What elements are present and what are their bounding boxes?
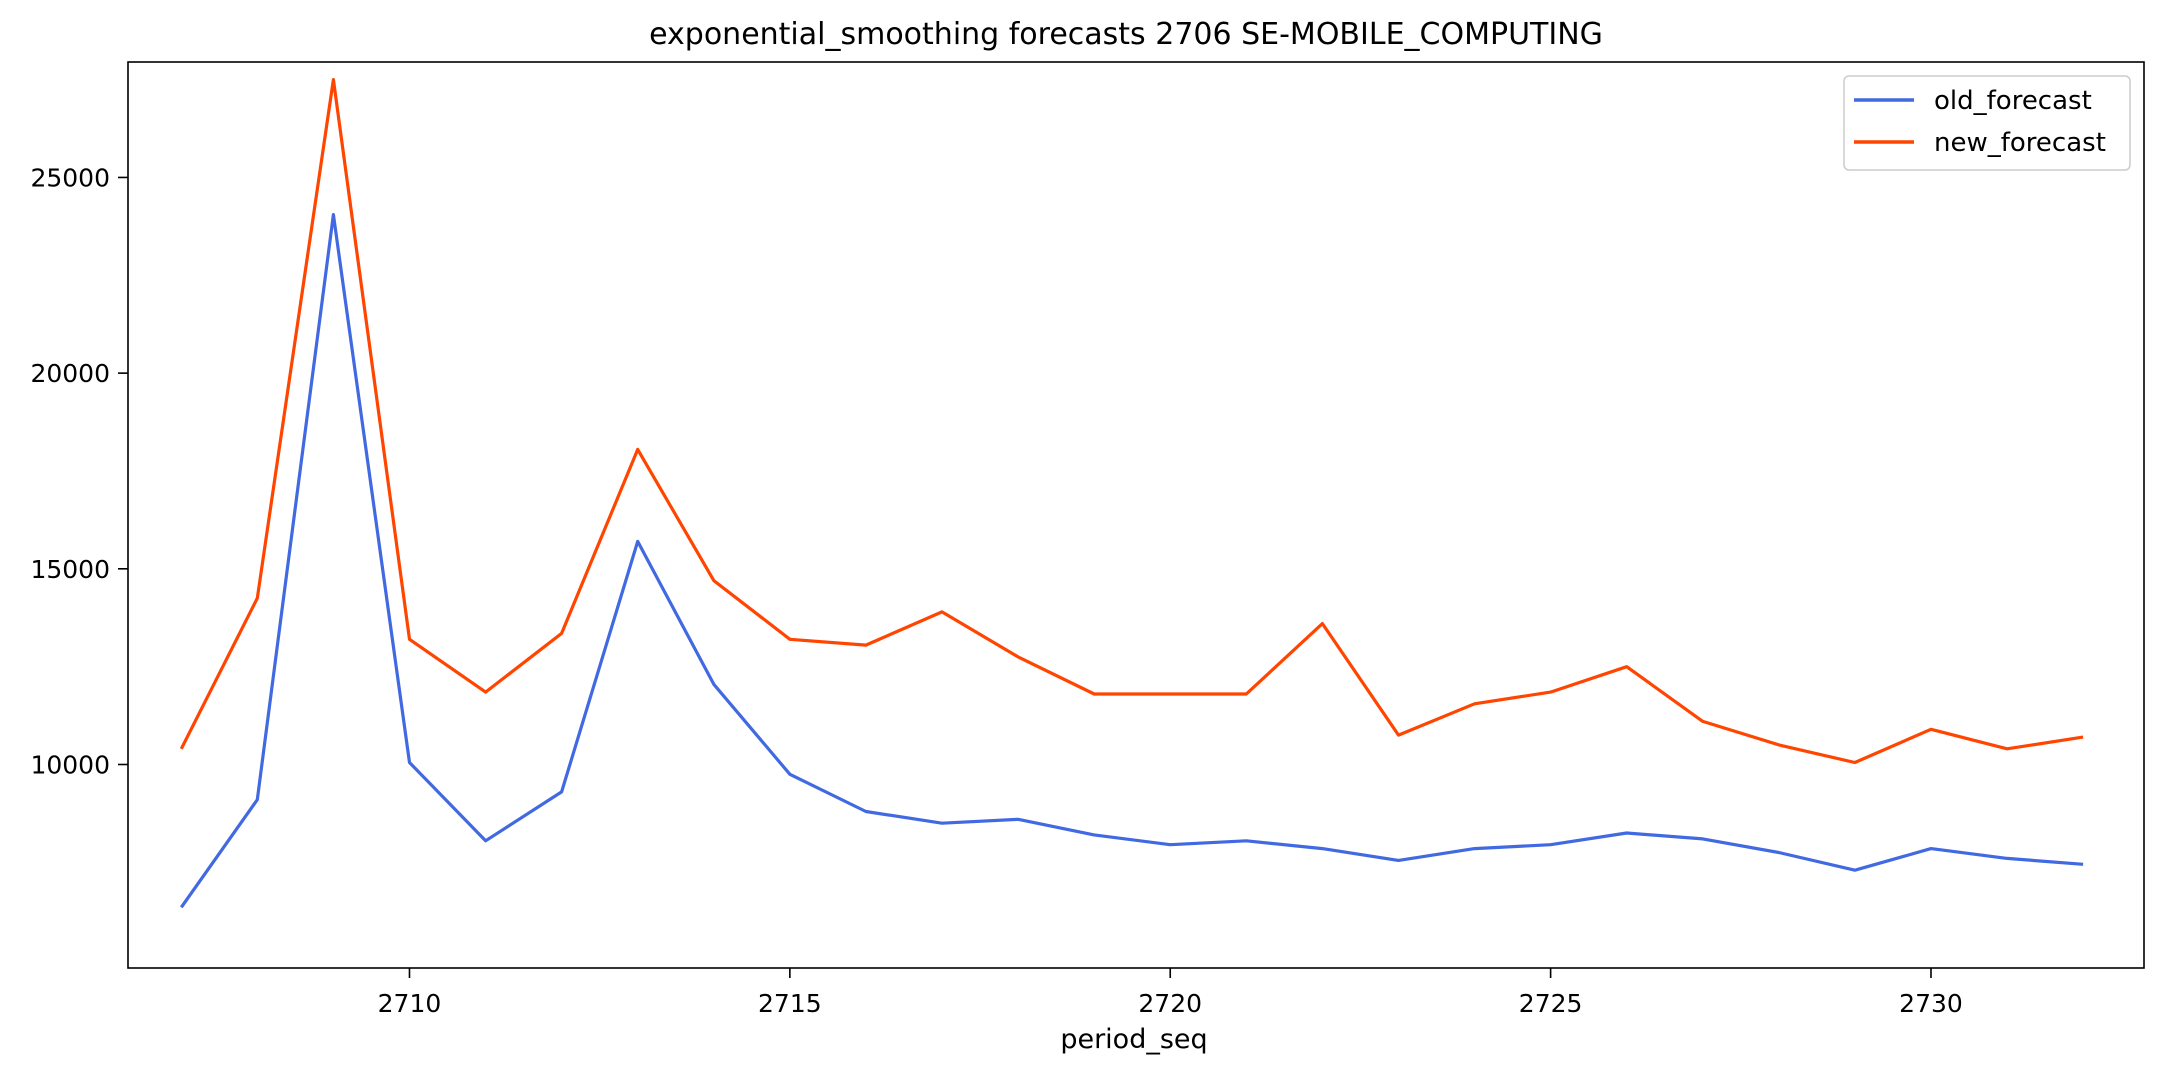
x-tick-label: 2725	[1519, 989, 1583, 1018]
y-tick-label: 25000	[30, 163, 110, 192]
series-lines	[179, 77, 2084, 909]
series-line-old-forecast	[179, 213, 2084, 909]
legend-label-new-forecast: new_forecast	[1934, 128, 2106, 158]
x-tick-label: 2715	[758, 989, 822, 1018]
y-tick-label: 15000	[30, 555, 110, 584]
x-tick-label: 2720	[1138, 989, 1202, 1018]
legend-box	[1843, 75, 2131, 171]
y-tick-label: 10000	[30, 750, 110, 779]
series-line-new-forecast	[179, 77, 2084, 765]
x-axis-ticks: 2710 2715 2720 2725 2730	[378, 968, 1963, 1018]
y-tick-label: 20000	[30, 359, 110, 388]
x-tick-label: 2730	[1899, 989, 1963, 1018]
plot-area	[127, 61, 2145, 969]
y-axis-ticks: 10000 15000 20000 25000	[30, 163, 128, 779]
chart-title: exponential_smoothing forecasts 2706 SE-…	[649, 17, 1603, 52]
x-tick-label: 2710	[378, 989, 442, 1018]
legend-label-old-forecast: old_forecast	[1934, 86, 2092, 116]
legend: old_forecast new_forecast	[1843, 75, 2131, 171]
x-axis-label: period_seq	[1060, 1024, 1207, 1055]
